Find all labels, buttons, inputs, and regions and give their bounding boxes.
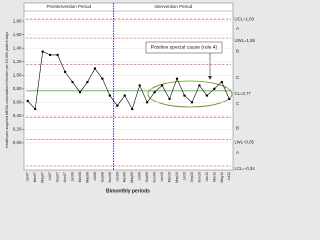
x-tick-label: Jan08 <box>70 172 74 182</box>
x-tick-label: Nov09 <box>153 172 157 182</box>
x-tick-label: Mar07 <box>33 172 37 182</box>
x-axis-label: Bimonthly periods <box>106 188 150 194</box>
x-tick-label: May07 <box>41 172 45 183</box>
page: {"chart_data":{"type":"line", "x_label":… <box>4 2 256 195</box>
annotation: Positive special cause (rule 4) <box>151 45 218 51</box>
data-point <box>101 77 104 80</box>
phase-label: Preintervention Period <box>47 4 92 9</box>
data-point <box>183 94 186 97</box>
y-tick-label: 0,60 <box>13 100 22 105</box>
x-tick-label: Nov07 <box>63 172 67 182</box>
x-tick-label: Jan09 <box>115 172 119 182</box>
x-tick-label: Jul09 <box>138 172 142 181</box>
x-tick-label: Sep07 <box>56 172 60 182</box>
data-point <box>160 84 164 87</box>
limit-label: LCL=-0,34 <box>235 166 256 171</box>
y-tick-label: 1,60 <box>13 32 22 37</box>
data-point <box>220 80 224 84</box>
x-tick-label: Sep09 <box>145 172 149 182</box>
x-tick-label: May11 <box>220 172 224 183</box>
data-point <box>86 80 89 84</box>
data-point <box>145 101 149 104</box>
limit-label: CL=0,77 <box>235 91 252 96</box>
x-tick-label: Jul07 <box>48 172 52 181</box>
limit-label: UCL=1,83 <box>235 16 255 21</box>
x-tick-label: Sep10 <box>190 172 194 182</box>
data-point <box>153 90 156 94</box>
x-tick-label: Jan07 <box>26 172 30 182</box>
data-point <box>41 50 44 53</box>
x-tick-label: May10 <box>175 172 179 183</box>
highlight-ellipse <box>147 80 233 108</box>
x-tick-label: Mar08 <box>78 172 82 182</box>
data-point <box>108 94 112 97</box>
data-point <box>131 107 134 111</box>
y-axis-label: Healthcare acquired MRSA colonization/in… <box>5 32 9 148</box>
data-point <box>56 53 59 57</box>
y-tick-label: 1,80 <box>13 18 22 23</box>
x-tick-label: Jul11 <box>227 172 231 180</box>
data-point <box>63 70 67 74</box>
x-tick-label: Jan11 <box>205 172 209 182</box>
arrow-head <box>208 76 212 80</box>
limit-label: UWL=1,55 <box>235 38 256 43</box>
data-point <box>213 87 216 91</box>
x-tick-label: Jul10 <box>182 172 186 181</box>
x-tick-label: Mar11 <box>212 172 216 182</box>
data-point <box>33 107 37 111</box>
x-tick-label: May08 <box>85 172 89 183</box>
x-tick-label: Sep08 <box>100 172 104 182</box>
zone-label: B <box>236 126 239 131</box>
x-tick-label: Jul08 <box>93 172 97 181</box>
data-point <box>168 97 171 101</box>
annotation-box <box>145 41 223 54</box>
data-point <box>198 84 201 87</box>
y-tick-label: 0,00 <box>13 140 22 145</box>
zone-label: C <box>236 75 240 80</box>
data-point <box>26 99 29 103</box>
data-point <box>116 104 119 107</box>
x-tick-label: Mar09 <box>123 172 127 182</box>
data-point <box>228 97 231 101</box>
y-tick-label: 0,80 <box>13 86 22 91</box>
data-point <box>48 53 52 57</box>
chart: Bimonthly periods Healthcare acquired MR… <box>5 2 256 194</box>
y-tick-label: 0,40 <box>13 113 22 118</box>
y-tick-label: 1,40 <box>13 45 22 50</box>
x-tick-label: May09 <box>130 172 134 183</box>
data-point <box>205 94 209 97</box>
phase-label: Intervention Period <box>154 4 192 9</box>
zone-label: C <box>236 101 240 106</box>
x-tick-label: Nov08 <box>108 172 112 182</box>
y-tick-label: 1,00 <box>13 72 22 77</box>
x-tick-label: Mar10 <box>168 172 172 182</box>
x-tick-label: Nov10 <box>197 172 201 182</box>
data-point <box>71 80 74 84</box>
data-point <box>138 84 141 87</box>
y-tick-label: 1,20 <box>13 59 22 64</box>
zone-label: A <box>236 26 239 31</box>
data-point <box>175 77 179 80</box>
y-tick-label: 0,20 <box>13 127 22 132</box>
x-tick-label: Jan10 <box>160 172 164 182</box>
series-line <box>27 51 230 110</box>
data-point <box>78 90 82 94</box>
zone-label: B <box>236 48 239 53</box>
data-point <box>123 94 126 97</box>
data-point <box>93 67 97 70</box>
data-point <box>190 101 194 104</box>
plot-area <box>23 2 234 171</box>
zone-label: A <box>236 150 239 155</box>
limit-label: LWL=0,05 <box>235 140 255 145</box>
